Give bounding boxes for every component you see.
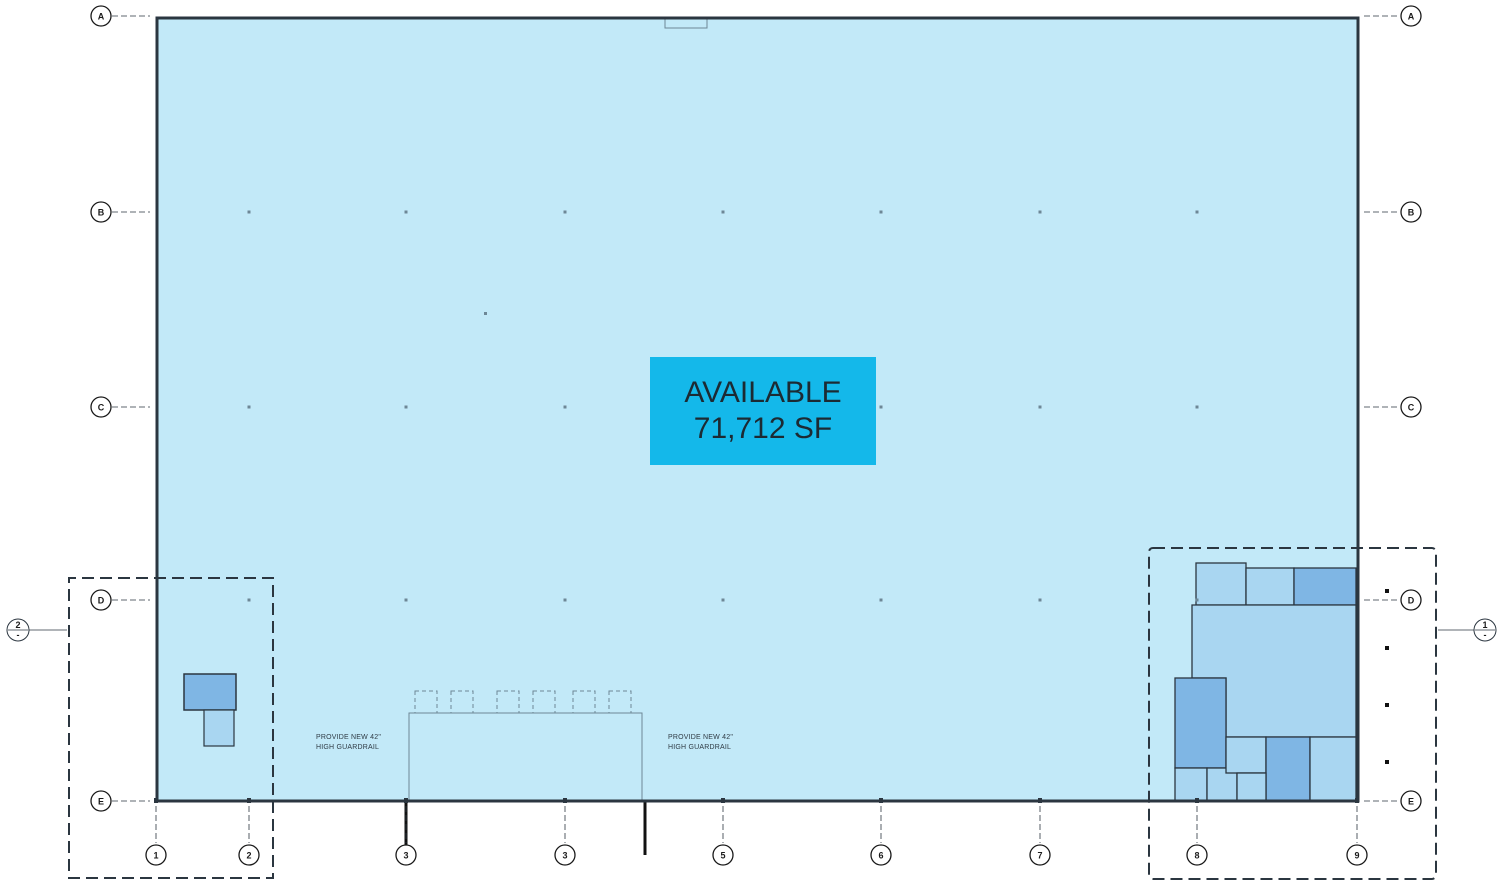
grid-bubble-col-label: 1	[153, 851, 158, 861]
structural-column	[1038, 405, 1042, 409]
grid-bubble-row-b-left: B	[90, 201, 112, 223]
structural-column	[247, 405, 251, 409]
office-suite	[1174, 562, 1357, 802]
bollard	[1385, 760, 1389, 764]
grid-bubble-col-6: 6	[870, 844, 892, 866]
perimeter-column	[1038, 798, 1042, 803]
perimeter-column	[563, 798, 567, 803]
grid-bubble-row-label: B	[98, 208, 105, 218]
grid-bubble-row-e-left: E	[90, 790, 112, 812]
grid-bubble-row-label: D	[98, 596, 105, 606]
dock-guardrail	[404, 690, 647, 855]
bollard	[1385, 589, 1389, 593]
perimeter-column	[879, 798, 883, 803]
grid-bubble-col-3: 3	[395, 844, 417, 866]
structural-column	[404, 210, 408, 214]
grid-bubble-col-7: 7	[1029, 844, 1051, 866]
grid-bubble-row-b-right: B	[1400, 201, 1422, 223]
structural-column	[404, 598, 408, 602]
grid-bubble-row-a-left: A	[90, 5, 112, 27]
grid-bubble-col-label: 3	[562, 851, 567, 861]
grid-bubbles: A A B B C C D D E E 1 2 3 3 5 6 7 8 9	[90, 5, 1422, 866]
perimeter-column	[721, 798, 725, 803]
detail-callout-left-number: 2	[15, 620, 20, 630]
grid-bubble-row-c-left: C	[90, 396, 112, 418]
grid-bubble-row-c-right: C	[1400, 396, 1422, 418]
guardrail-note-right-line2: HIGH GUARDRAIL	[668, 744, 731, 751]
grid-bubble-row-label: A	[1408, 12, 1415, 22]
grid-bubble-col-5: 5	[712, 844, 734, 866]
grid-bubble-col-label: 6	[878, 851, 883, 861]
grid-bubble-row-d-right: D	[1400, 589, 1422, 611]
structural-column	[1195, 405, 1199, 409]
grid-bubble-row-e-right: E	[1400, 790, 1422, 812]
grid-bubble-col-label: 2	[246, 851, 251, 861]
available-area: 71,712 SF	[693, 412, 833, 445]
detail-callout-left-sheet: -	[17, 630, 20, 640]
grid-bubble-col-9: 9	[1346, 844, 1368, 866]
grid-bubble-row-label: D	[1408, 596, 1415, 606]
structural-column	[1038, 598, 1042, 602]
grid-lines	[112, 15, 1400, 843]
structural-column	[484, 312, 487, 315]
bollard	[1385, 646, 1389, 650]
guardrail-note-left-line1: PROVIDE NEW 42"	[316, 734, 381, 741]
exterior-wall	[155, 16, 1360, 803]
grid-bubble-row-d-left: D	[90, 589, 112, 611]
grid-bubble-col-1: 1	[145, 844, 167, 866]
structural-column	[721, 210, 725, 214]
structural-column	[563, 210, 567, 214]
grid-bubble-row-label: C	[1408, 403, 1415, 413]
structural-column	[247, 210, 251, 214]
available-space-label: AVAILABLE 71,712 SF	[650, 357, 876, 465]
structural-column	[1195, 210, 1199, 214]
perimeter-column	[404, 798, 408, 803]
grid-bubble-col-2: 2	[238, 844, 260, 866]
grid-bubble-row-label: E	[98, 797, 104, 807]
grid-bubble-col-label: 3	[403, 851, 408, 861]
structural-column	[563, 598, 567, 602]
grid-bubble-row-a-right: A	[1400, 5, 1422, 27]
grid-bubble-col-label: 5	[720, 851, 725, 861]
structural-column	[879, 405, 883, 409]
structural-column	[879, 210, 883, 214]
guardrail-note-right-line1: PROVIDE NEW 42"	[668, 734, 733, 741]
perimeter-column	[1195, 798, 1199, 803]
structural-column	[247, 598, 251, 602]
available-title: AVAILABLE	[684, 376, 842, 409]
structural-column	[404, 405, 408, 409]
structural-column	[563, 405, 567, 409]
detail-callout-right-number: 1	[1482, 620, 1487, 630]
structural-column	[1038, 210, 1042, 214]
detail-callout-right: 1 -	[1438, 618, 1497, 642]
left-restroom	[183, 673, 237, 747]
structural-column	[1195, 598, 1199, 602]
guardrail-note-left-line2: HIGH GUARDRAIL	[316, 744, 379, 751]
grid-bubble-row-label: A	[98, 12, 105, 22]
grid-bubble-col-4: 3	[554, 844, 576, 866]
structural-columns	[154, 210, 1389, 803]
bollard	[1385, 703, 1389, 707]
structural-column	[879, 598, 883, 602]
grid-bubble-col-label: 8	[1194, 851, 1199, 861]
perimeter-column	[247, 798, 251, 803]
grid-bubble-row-label: E	[1408, 797, 1414, 807]
grid-bubble-col-8: 8	[1186, 844, 1208, 866]
detail-callout-right-sheet: -	[1484, 630, 1487, 640]
detail-callout-left: 2 -	[6, 618, 67, 642]
grid-bubble-col-label: 9	[1354, 851, 1359, 861]
grid-bubble-row-label: C	[98, 403, 105, 413]
perimeter-column	[154, 798, 158, 803]
structural-column	[721, 598, 725, 602]
grid-bubble-col-label: 7	[1037, 851, 1042, 861]
grid-bubble-row-label: B	[1408, 208, 1415, 218]
enlarged-plan-boundaries	[68, 547, 1437, 880]
perimeter-column	[1355, 798, 1359, 803]
